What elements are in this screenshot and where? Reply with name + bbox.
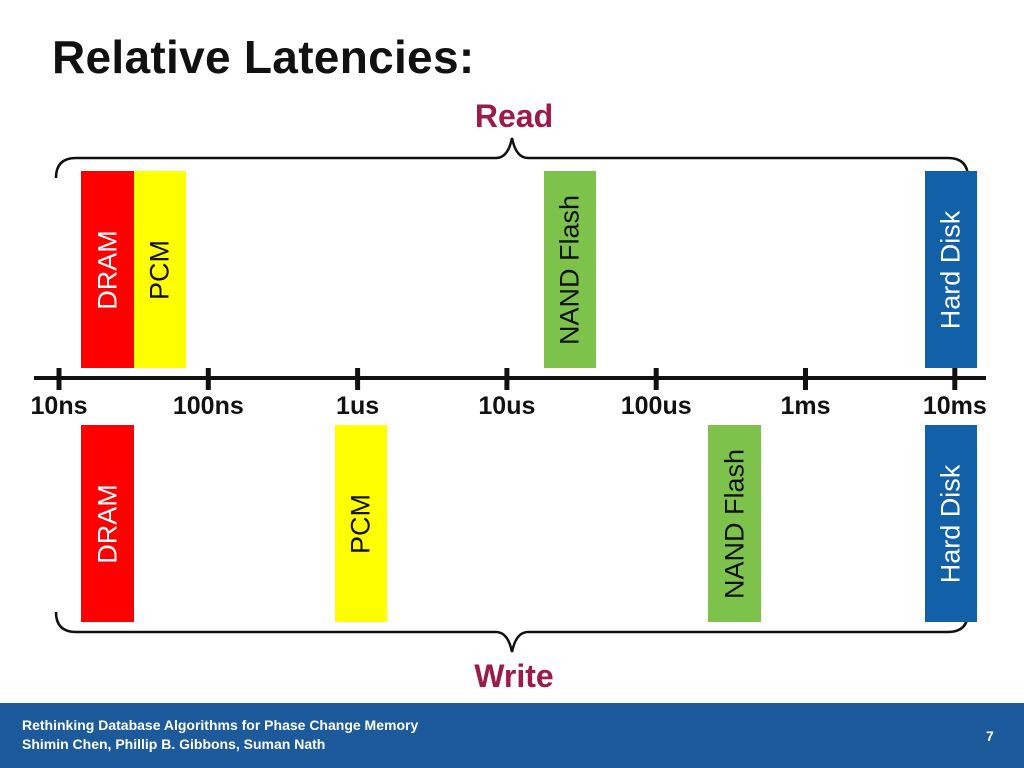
tick-label: 10us [478,392,536,420]
tick-label: 100ns [172,392,244,420]
write-bar-dram: DRAM [81,425,134,622]
write-bar-label-dram: DRAM [92,483,123,564]
write-bar-pcm: PCM [335,425,388,622]
read-brace [54,137,970,179]
write-brace [54,611,970,653]
read-label: Read [474,98,554,134]
footer-authors: Shimin Chen, Phillip B. Gibbons, Suman N… [22,736,326,752]
tick-label: 1us [336,392,380,420]
read-bar-pcm: PCM [133,171,186,368]
slide-title: Relative Latencies: [52,31,475,83]
tick-marks [56,368,958,390]
write-label: Write [474,658,554,694]
tick-label: 10ns [30,392,88,420]
read-bar-label-pcm: PCM [144,239,175,300]
tick-label: 1ms [780,392,831,420]
read-bar-label-nand-flash: NAND Flash [554,194,585,345]
write-bar-label-nand-flash: NAND Flash [719,448,750,599]
read-bar-dram: DRAM [81,171,134,368]
write-bar-hard-disk: Hard Disk [924,425,978,622]
tick-label: 10ms [922,392,987,420]
page-number: 7 [986,728,994,744]
tick-label: 100us [620,392,692,420]
footer-title: Rethinking Database Algorithms for Phase… [22,717,419,733]
write-bar-label-pcm: PCM [345,493,376,554]
read-bar-nand-flash: NAND Flash [544,171,597,368]
write-bar-label-hard-disk: Hard Disk [935,464,966,583]
footer-bar: Rethinking Database Algorithms for Phase… [0,703,1024,768]
read-bar-label-hard-disk: Hard Disk [935,210,966,329]
read-bar-label-dram: DRAM [92,229,123,310]
read-bar-hard-disk: Hard Disk [924,171,978,368]
write-bar-nand-flash: NAND Flash [708,425,761,622]
